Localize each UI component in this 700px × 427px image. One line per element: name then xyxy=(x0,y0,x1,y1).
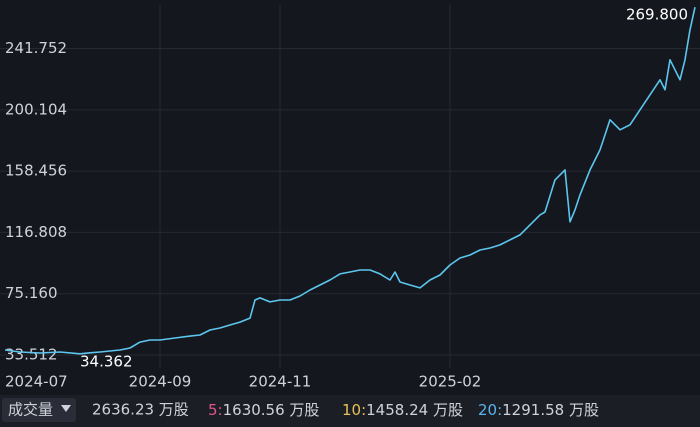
volume-bar xyxy=(0,395,700,427)
x-tick-label: 2025-02 xyxy=(419,373,482,391)
average-value: 1458.24 万股 xyxy=(366,401,463,419)
y-tick-label: 158.456 xyxy=(5,162,67,180)
volume-button[interactable] xyxy=(2,398,76,422)
x-tick-label: 2024-07 xyxy=(5,373,68,391)
average-period: 5: xyxy=(208,401,223,419)
price-line xyxy=(4,7,696,355)
x-tick-label: 2024-09 xyxy=(129,373,192,391)
y-tick-label: 75.160 xyxy=(5,284,58,302)
average-period: 10: xyxy=(342,401,366,419)
y-tick-label: 33.512 xyxy=(5,346,58,364)
dropdown-arrow[interactable] xyxy=(61,405,71,412)
plot-background xyxy=(0,0,700,395)
y-tick-label: 116.808 xyxy=(5,223,67,241)
y-tick-label: 241.752 xyxy=(5,39,67,57)
average-value: 1630.56 万股 xyxy=(223,401,320,419)
volume-average: 5:1630.56 万股 xyxy=(208,401,319,419)
volume-button-label[interactable]: 成交量 xyxy=(8,401,53,419)
volume-total: 2636.23 万股 xyxy=(92,401,189,419)
average-value: 1291.58 万股 xyxy=(502,401,599,419)
volume-average: 10:1458.24 万股 xyxy=(342,401,463,419)
y-tick-label: 200.104 xyxy=(5,100,67,118)
volume-average: 20:1291.58 万股 xyxy=(478,401,599,419)
x-tick-label: 2024-11 xyxy=(249,373,312,391)
min-label: 34.362 xyxy=(80,352,133,370)
average-period: 20: xyxy=(478,401,502,419)
volume-averages: 5:1630.56 万股 10:1458.24 万股 20:1291.58 万股 xyxy=(208,401,599,419)
max-label: 269.800 xyxy=(626,6,688,24)
